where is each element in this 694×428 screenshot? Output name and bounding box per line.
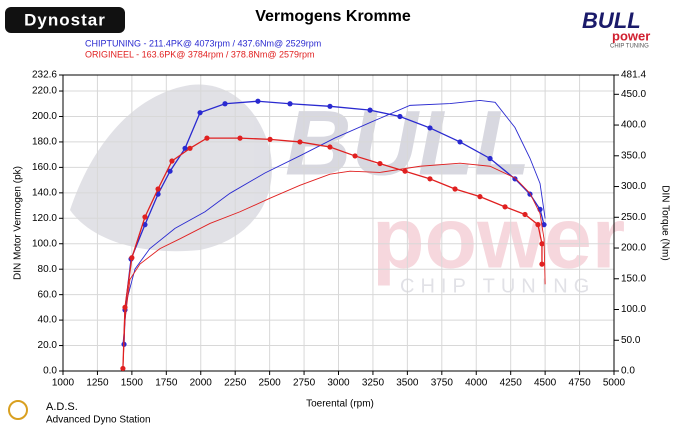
- data-point: [255, 98, 261, 104]
- data-point: [204, 135, 210, 141]
- ads-title: A.D.S.: [46, 401, 78, 413]
- power-logo: power: [612, 28, 650, 43]
- data-point: [457, 139, 463, 145]
- dynostar-logo: [5, 7, 125, 33]
- data-point: [487, 155, 493, 162]
- data-point: [397, 113, 403, 120]
- x-tick-label: 2750: [293, 378, 316, 389]
- data-point: [197, 110, 203, 116]
- ads-logo: [8, 400, 28, 420]
- x-tick-label: 2000: [190, 378, 213, 389]
- y2-tick-label: 300.0: [621, 181, 646, 192]
- y-tick-label: 60.0: [38, 289, 58, 300]
- y2-tick-label: 150.0: [621, 273, 646, 284]
- data-point: [427, 176, 433, 182]
- data-point: [297, 139, 303, 145]
- y2-tick-label: 0.0: [621, 366, 635, 377]
- data-point: [539, 241, 545, 247]
- legend-entry: CHIPTUNING - 211.4PK@ 4073rpm / 437.6Nm@…: [85, 38, 321, 48]
- y-tick-label: 100.0: [32, 238, 57, 249]
- x-axis-label: Toerental (rpm): [306, 399, 374, 410]
- data-point: [502, 204, 508, 210]
- y-tick-label: 160.0: [32, 162, 57, 173]
- x-tick-label: 3250: [362, 378, 385, 389]
- watermark-power: power: [372, 191, 625, 287]
- y2-tick-label: 50.0: [621, 335, 641, 346]
- data-point: [522, 211, 528, 218]
- y-tick-label: 0.0: [43, 366, 57, 377]
- legend-entry: ORIGINEEL - 163.6PK@ 3784rpm / 378.8Nm@ …: [85, 49, 315, 59]
- data-point: [129, 255, 135, 261]
- y-tick-label: 232.6: [32, 70, 57, 81]
- y-tick-label: 20.0: [38, 340, 58, 351]
- y-axis-label: DIN Motor Vermogen (pk): [13, 166, 24, 280]
- torque-line: [122, 100, 546, 345]
- y2-tick-label: 350.0: [621, 150, 646, 161]
- y2-axis-label: DIN Torque (Nm): [659, 185, 670, 260]
- x-tick-label: 2250: [224, 378, 247, 389]
- x-tick-label: 3500: [396, 378, 419, 389]
- y-tick-label: 80.0: [38, 264, 58, 275]
- y2-tick-label: 481.4: [621, 70, 646, 81]
- data-point: [222, 101, 228, 107]
- data-point: [541, 222, 547, 228]
- data-point: [427, 125, 433, 131]
- y2-tick-label: 250.0: [621, 212, 646, 223]
- watermark-chip: CHIP TUNING: [400, 275, 595, 297]
- data-point: [535, 222, 541, 228]
- y-tick-label: 40.0: [38, 315, 58, 326]
- data-point: [142, 214, 148, 220]
- data-point: [267, 136, 273, 142]
- chart-title: Vermogens Kromme: [255, 8, 411, 25]
- data-point: [539, 261, 545, 267]
- bull-logo: BULL: [582, 8, 641, 33]
- y2-tick-label: 200.0: [621, 243, 646, 254]
- x-tick-label: 4000: [465, 378, 488, 389]
- data-point: [402, 168, 408, 174]
- data-point: [167, 168, 173, 174]
- y-tick-label: 140.0: [32, 187, 57, 198]
- x-tick-label: 1500: [121, 378, 144, 389]
- data-point: [327, 144, 333, 150]
- x-tick-label: 4250: [500, 378, 523, 389]
- x-tick-label: 2500: [259, 378, 282, 389]
- data-point: [352, 153, 358, 159]
- y-tick-label: 180.0: [32, 137, 57, 148]
- x-tick-label: 5000: [603, 378, 626, 389]
- y-tick-label: 200.0: [32, 111, 57, 122]
- x-tick-label: 1750: [155, 378, 178, 389]
- y-tick-label: 120.0: [32, 213, 57, 224]
- data-point: [155, 186, 161, 192]
- chip-logo: CHIP TUNING: [610, 44, 649, 50]
- y2-tick-label: 100.0: [621, 304, 646, 315]
- data-point: [142, 222, 148, 228]
- x-tick-label: 3750: [431, 378, 454, 389]
- plot-frame: [62, 74, 615, 372]
- data-point: [120, 365, 126, 372]
- data-point: [327, 103, 333, 109]
- data-point: [169, 158, 175, 164]
- data-point: [237, 135, 243, 141]
- y-tick-label: 220.0: [32, 86, 57, 97]
- ads-subtitle: Advanced Dyno Station: [46, 415, 151, 426]
- data-point: [287, 101, 293, 107]
- data-point: [367, 107, 373, 113]
- torque-line: [122, 162, 546, 368]
- x-tick-label: 1250: [86, 378, 109, 389]
- data-point: [452, 186, 458, 192]
- x-tick-label: 4750: [568, 378, 591, 389]
- data-point: [477, 194, 483, 200]
- x-tick-label: 4500: [534, 378, 557, 389]
- data-point: [187, 145, 193, 151]
- x-tick-label: 1000: [52, 378, 75, 389]
- y2-tick-label: 450.0: [621, 89, 646, 100]
- y2-tick-label: 400.0: [621, 120, 646, 131]
- data-point: [182, 145, 188, 151]
- x-tick-label: 3000: [327, 378, 350, 389]
- dynostar-text: Dynostar: [24, 10, 106, 29]
- data-point: [377, 160, 383, 167]
